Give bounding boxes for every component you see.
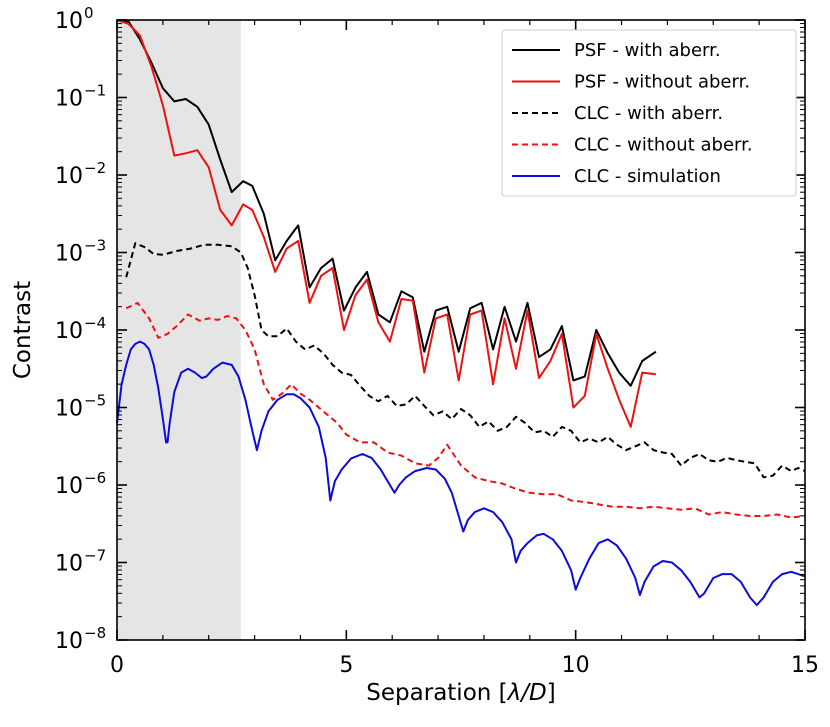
- x-tick-label-3: 15: [791, 653, 819, 678]
- y-tick-label-5: 10: [55, 397, 83, 422]
- series-line-4: [116, 340, 806, 607]
- y-tick-exponent-4: −4: [84, 314, 106, 332]
- x-tick-label-0: 0: [110, 653, 124, 678]
- y-tick-label-2: 10: [55, 164, 83, 189]
- legend: PSF - with aberr. PSF - without aberr. CLC…: [501, 29, 797, 197]
- x-axis-label-prefix: Separation [: [366, 680, 507, 706]
- y-tick-exponent-6: −6: [84, 469, 106, 487]
- y-tick-label-4: 10: [55, 319, 83, 344]
- y-tick-exponent-0: 0: [84, 4, 94, 22]
- y-tick-label-1: 10: [55, 87, 83, 112]
- legend-label-2: CLC - with aberr.: [574, 103, 723, 124]
- y-tick-label-3: 10: [55, 242, 83, 267]
- legend-box: [501, 29, 797, 197]
- series-line-0: [116, 19, 657, 387]
- x-axis-label-suffix: ]: [547, 680, 556, 706]
- y-tick-label-8: 10: [55, 629, 83, 654]
- x-axis-label-symbol: λ/D: [506, 680, 547, 706]
- y-tick-exponent-1: −1: [84, 82, 106, 100]
- y-tick-exponent-8: −8: [84, 624, 106, 642]
- y-axis-label: Contrast: [10, 281, 36, 379]
- shaded-region: [117, 20, 241, 640]
- series-line-1: [116, 19, 657, 428]
- series-layer: [116, 19, 806, 607]
- series-line-3: [125, 301, 806, 519]
- legend-label-4: CLC - simulation: [574, 166, 721, 187]
- x-tick-label-1: 5: [339, 653, 353, 678]
- y-tick-exponent-7: −7: [84, 547, 106, 565]
- y-tick-exponent-3: −3: [84, 237, 106, 255]
- y-tick-exponent-2: −2: [84, 159, 106, 177]
- y-tick-label-0: 10: [55, 9, 83, 34]
- legend-label-3: CLC - without aberr.: [574, 135, 753, 156]
- y-tick-label-7: 10: [55, 552, 83, 577]
- x-tick-label-2: 10: [562, 653, 590, 678]
- legend-label-1: PSF - without aberr.: [574, 72, 750, 93]
- y-tick-label-6: 10: [55, 474, 83, 499]
- legend-items: PSF - with aberr. PSF - without aberr. CLC…: [512, 40, 753, 187]
- y-tick-exponent-5: −5: [84, 392, 106, 410]
- legend-label-0: PSF - with aberr.: [574, 40, 721, 61]
- x-axis-label: Separation [λ/D]: [366, 680, 555, 706]
